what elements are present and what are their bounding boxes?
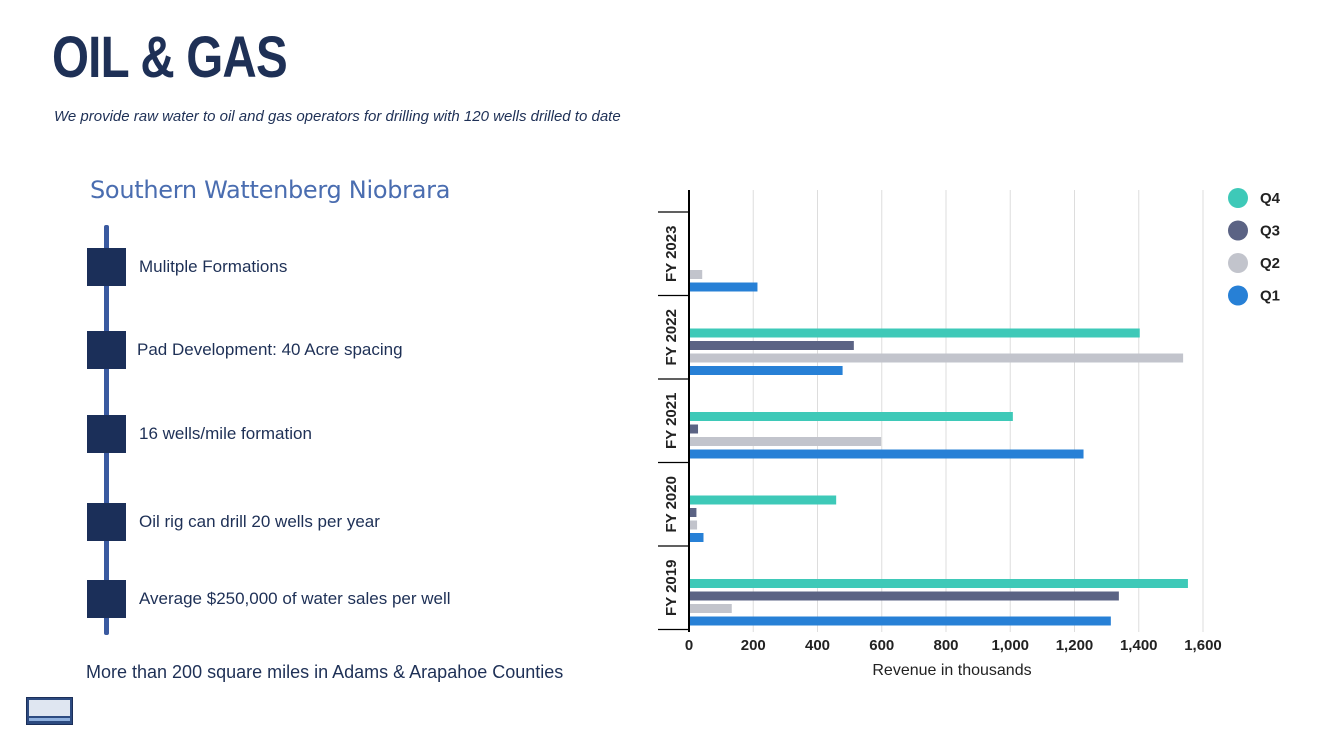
- timeline-marker: [87, 331, 126, 369]
- timeline-item-label: Pad Development: 40 Acre spacing: [137, 340, 403, 359]
- bar-q4-fy-2020: [690, 495, 837, 505]
- legend-label-q4: Q4: [1260, 190, 1281, 207]
- legend-label-q2: Q2: [1260, 255, 1280, 272]
- legend-swatch-q2: [1228, 253, 1248, 273]
- bar-q2-fy-2023: [690, 270, 703, 279]
- timeline-item-label: Average $250,000 of water sales per well: [139, 589, 451, 608]
- x-tick-label: 1,000: [991, 637, 1029, 654]
- timeline-marker: [87, 415, 126, 453]
- x-tick-label: 1,400: [1120, 637, 1158, 654]
- bar-q1-fy-2022: [690, 366, 843, 375]
- timeline-item-label: 16 wells/mile formation: [139, 424, 312, 443]
- bar-q3-fy-2019: [690, 591, 1119, 601]
- company-logo: [26, 697, 73, 725]
- legend-label-q3: Q3: [1260, 223, 1280, 240]
- x-tick-label: 0: [685, 637, 693, 654]
- x-tick-label: 800: [933, 637, 958, 654]
- x-axis-title: Revenue in thousands: [872, 662, 1031, 679]
- legend-swatch-q1: [1228, 285, 1248, 306]
- bar-q3-fy-2021: [690, 424, 699, 434]
- x-tick-label: 400: [805, 637, 830, 654]
- bar-q3-fy-2022: [690, 341, 854, 350]
- category-label: FY 2023: [663, 226, 680, 282]
- bar-q2-fy-2021: [690, 437, 882, 446]
- bar-q3-fy-2020: [690, 508, 697, 517]
- category-label: FY 2022: [663, 309, 680, 365]
- bar-q2-fy-2022: [690, 353, 1184, 363]
- section-title: Southern Wattenberg Niobrara: [90, 176, 451, 204]
- bar-q2-fy-2020: [690, 520, 698, 530]
- category-label: FY 2019: [663, 560, 680, 616]
- page-subtitle: We provide raw water to oil and gas oper…: [54, 108, 621, 125]
- bar-q1-fy-2020: [690, 533, 704, 542]
- bar-q1-fy-2023: [690, 282, 758, 292]
- x-tick-label: 600: [869, 637, 894, 654]
- footer-note: More than 200 square miles in Adams & Ar…: [86, 662, 564, 682]
- logo-stripe: [29, 718, 70, 721]
- timeline-marker: [87, 248, 126, 286]
- page-title: OIL & GAS: [52, 25, 288, 90]
- x-tick-label: 1,200: [1056, 637, 1094, 654]
- logo-panel: [29, 700, 70, 716]
- bar-q4-fy-2022: [690, 328, 1140, 338]
- bar-q4-fy-2021: [690, 412, 1013, 421]
- legend-swatch-q3: [1228, 220, 1248, 241]
- timeline-item-label: Oil rig can drill 20 wells per year: [139, 512, 380, 531]
- timeline-marker: [87, 503, 126, 541]
- category-label: FY 2020: [663, 476, 680, 532]
- legend-swatch-q4: [1228, 188, 1248, 208]
- revenue-bar-chart: FY 2023 FY 2022 FY 2021 FY 2020 FY 2019 0 200 4…: [658, 188, 1281, 679]
- bar-q2-fy-2019: [690, 604, 732, 613]
- x-tick-label: 1,600: [1184, 637, 1222, 654]
- timeline-marker: [87, 580, 126, 618]
- timeline-item-label: Mulitple Formations: [139, 257, 288, 276]
- bar-q1-fy-2019: [690, 616, 1111, 626]
- bar-q1-fy-2021: [690, 449, 1084, 459]
- category-label: FY 2021: [663, 393, 680, 449]
- bar-q4-fy-2019: [690, 579, 1188, 588]
- legend-label-q1: Q1: [1260, 288, 1280, 305]
- x-tick-label: 200: [741, 637, 766, 654]
